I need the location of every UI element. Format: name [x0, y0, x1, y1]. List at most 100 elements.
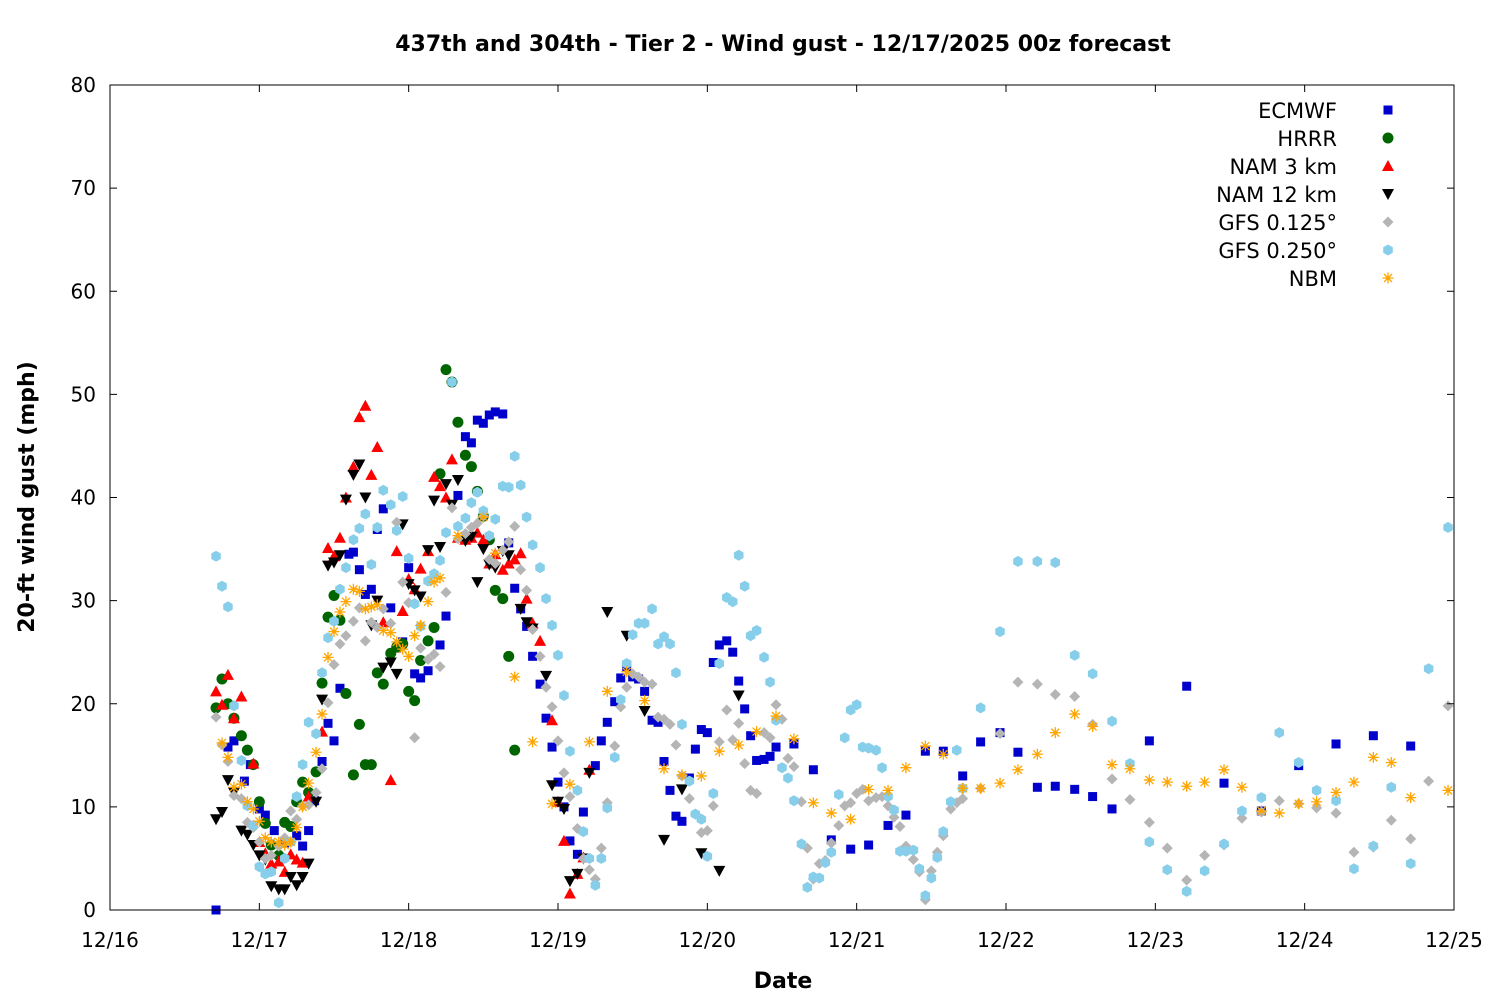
data-point-nam-12-km [377, 662, 390, 674]
data-point-gfs-0-250 [751, 625, 762, 636]
data-point-hrrr [403, 685, 415, 697]
data-point-ecmwf [269, 826, 279, 836]
data-point-gfs-0-125 [459, 528, 471, 540]
data-point-nam-12-km [390, 668, 403, 680]
data-point-gfs-0-250 [702, 850, 713, 862]
data-point-gfs-0-250 [596, 852, 607, 864]
data-point-nbm [377, 625, 389, 637]
data-point-nam-3-km [534, 634, 547, 646]
data-point-ecmwf [510, 583, 520, 593]
data-point-gfs-0-125 [509, 520, 521, 532]
data-point-gfs-0-125 [833, 819, 845, 831]
data-point-nam-12-km [571, 868, 584, 880]
series-nam-12-km [210, 459, 745, 896]
data-point-gfs-0-250 [938, 826, 948, 838]
data-point-ecmwf [366, 584, 376, 594]
data-point-ecmwf [640, 686, 650, 696]
data-point-nam-12-km [221, 775, 234, 787]
data-point-gfs-0-125 [1069, 691, 1081, 703]
data-point-hrrr [415, 654, 427, 666]
data-point-ecmwf [535, 679, 545, 689]
data-point-gfs-0-250 [851, 699, 862, 711]
data-point-hrrr [347, 769, 359, 781]
x-axis-label: Date [754, 969, 813, 994]
data-point-gfs-0-250 [453, 520, 463, 532]
data-point-gfs-0-250 [266, 866, 276, 878]
data-point-hrrr [465, 461, 477, 473]
data-point-gfs-0-125 [701, 825, 713, 837]
legend-marker-nbm [1382, 272, 1394, 284]
data-point-gfs-0-125 [489, 558, 501, 569]
data-point-nbm [957, 782, 969, 794]
data-point-ecmwf [565, 836, 575, 846]
data-point-ecmwf [1182, 681, 1192, 691]
data-point-gfs-0-250 [871, 744, 881, 756]
data-point-nbm [428, 576, 440, 588]
data-point-hrrr [428, 621, 440, 633]
data-point-nam-12-km [422, 545, 435, 557]
data-point-gfs-0-250 [1219, 838, 1229, 850]
data-point-hrrr [371, 667, 383, 679]
data-point-nam-12-km [316, 694, 329, 706]
data-point-gfs-0-125 [957, 793, 969, 805]
data-point-gfs-0-250 [1069, 649, 1080, 661]
legend: ECMWF HRRR NAM 3 km NAM 12 km GFS 0.125° GFS … [1216, 99, 1394, 291]
data-point-gfs-0-250 [975, 702, 986, 714]
data-point-gfs-0-125 [925, 865, 937, 877]
y-tick-label: 10 [71, 795, 96, 819]
y-tick-label: 0 [83, 898, 96, 922]
chart-title: 437th and 304th - Tier 2 - Wind gust - 1… [395, 32, 1171, 57]
data-point-nam-3-km [496, 563, 509, 575]
data-point-gfs-0-250 [392, 525, 402, 536]
data-point-nam-12-km [210, 814, 223, 826]
data-point-hrrr [409, 695, 421, 707]
data-point-nam-12-km [658, 834, 671, 846]
data-point-gfs-0-250 [739, 580, 750, 592]
data-point-gfs-0-250 [229, 700, 239, 712]
data-point-nbm [583, 736, 595, 748]
data-point-nbm [1049, 727, 1061, 739]
data-point-gfs-0-250 [1386, 781, 1396, 793]
data-point-gfs-0-125 [552, 735, 564, 747]
data-point-nam-12-km [265, 881, 278, 893]
data-point-nbm [975, 782, 987, 794]
data-point-nbm [365, 601, 377, 613]
data-point-ecmwf [690, 744, 700, 754]
data-point-nbm [259, 832, 271, 844]
data-point-ecmwf [696, 725, 706, 735]
data-point-gfs-0-125 [1199, 849, 1211, 861]
data-point-gfs-0-125 [1012, 676, 1024, 688]
data-point-nam-12-km [552, 796, 564, 808]
data-point-gfs-0-250 [952, 744, 962, 756]
data-point-gfs-0-250 [466, 497, 477, 509]
data-point-gfs-0-125 [391, 516, 403, 528]
data-point-gfs-0-125 [1330, 807, 1342, 819]
data-point-nbm [770, 710, 782, 722]
data-point-nam-3-km [546, 714, 559, 726]
data-point-nbm [340, 596, 352, 608]
data-point-gfs-0-250 [1443, 521, 1453, 533]
data-point-gfs-0-125 [764, 732, 776, 744]
x-tick-label: 12/24 [1276, 928, 1334, 952]
data-point-nbm [845, 813, 857, 825]
data-point-gfs-0-250 [1144, 836, 1155, 848]
data-point-gfs-0-250 [1311, 784, 1322, 796]
data-point-gfs-0-250 [889, 804, 899, 816]
data-point-ecmwf [335, 683, 345, 693]
data-point-gfs-0-250 [802, 881, 813, 893]
data-point-gfs-0-125 [415, 642, 427, 654]
data-point-nbm [391, 636, 403, 648]
data-point-gfs-0-250 [441, 527, 451, 539]
data-point-nam-3-km [221, 668, 234, 680]
data-point-nam-3-km [347, 460, 360, 472]
data-point-gfs-0-250 [274, 897, 284, 909]
data-point-gfs-0-250 [348, 534, 359, 546]
data-point-nbm [489, 547, 501, 559]
data-point-gfs-0-125 [1405, 833, 1417, 845]
legend-label-nbm: NBM [1289, 267, 1337, 291]
data-point-nbm [658, 763, 670, 775]
data-point-gfs-0-250 [223, 601, 233, 613]
data-point-nbm [285, 836, 297, 848]
data-point-gfs-0-125 [409, 732, 421, 744]
data-point-nbm [1330, 786, 1342, 798]
